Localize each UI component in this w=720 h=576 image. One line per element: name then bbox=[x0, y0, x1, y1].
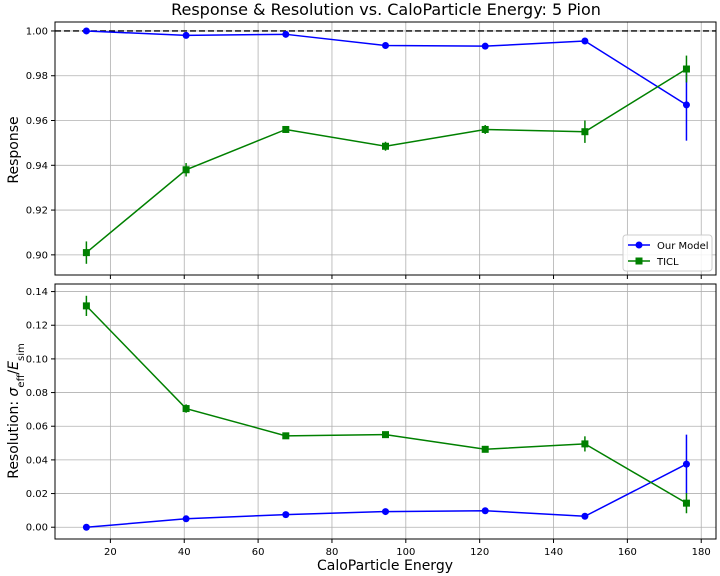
data-point-our-model bbox=[82, 523, 90, 531]
data-point-our-model bbox=[282, 30, 290, 38]
data-point-our-model bbox=[682, 460, 690, 468]
data-point-our-model bbox=[581, 37, 589, 45]
response-frame bbox=[54, 21, 717, 276]
response-panel: 0.90 0.92 0.94 0.96 0.98 1.00 Response Our Mo… bbox=[6, 21, 717, 279]
y-tick-label: 0.96 bbox=[26, 116, 48, 127]
data-point-ticl bbox=[481, 445, 489, 453]
response-ylabel: Response bbox=[6, 116, 22, 183]
y-tick-label: 0.02 bbox=[26, 489, 48, 500]
resolution-grid bbox=[55, 284, 716, 539]
data-point-ticl bbox=[382, 431, 389, 439]
resolution-ylabel-e: E bbox=[6, 361, 22, 370]
y-tick-label: 0.12 bbox=[26, 321, 48, 332]
data-point-ticl bbox=[382, 142, 389, 150]
series-line-our-model bbox=[86, 463, 687, 528]
resolution-ylabel-prefix: Resolution: bbox=[6, 396, 22, 478]
data-point-our-model bbox=[182, 31, 190, 39]
data-point-ticl bbox=[182, 166, 190, 174]
resolution-ylabel-sigma: σ bbox=[6, 386, 22, 396]
resolution-ylabel-slash: / bbox=[6, 370, 22, 375]
data-point-our-model bbox=[682, 101, 690, 109]
resolution-ticks: 20 40 60 80 100 120 140 160 180 0.00 0.02 0.04 0.06 0… bbox=[26, 287, 711, 558]
x-tick-label: 140 bbox=[544, 547, 563, 558]
legend-marker-our-model bbox=[635, 241, 643, 249]
chart-title: Response & Resolution vs. CaloParticle E… bbox=[171, 0, 601, 19]
data-point-ticl bbox=[182, 405, 190, 413]
x-tick-label: 80 bbox=[326, 547, 339, 558]
y-tick-label: 0.00 bbox=[26, 523, 48, 534]
data-point-ticl bbox=[282, 125, 290, 133]
resolution-xlabel: CaloParticle Energy bbox=[317, 558, 453, 574]
x-tick-label: 120 bbox=[470, 547, 489, 558]
legend: Our Model TICL bbox=[622, 234, 713, 272]
resolution-ylabel-sub-sim: sim bbox=[16, 343, 27, 361]
y-tick-label: 0.90 bbox=[26, 250, 48, 261]
x-tick-label: 180 bbox=[692, 547, 711, 558]
y-tick-label: 0.14 bbox=[26, 287, 48, 298]
data-point-ticl bbox=[682, 499, 690, 507]
resolution-panel: 20 40 60 80 100 120 140 160 180 0.00 0.02 0.04 0.06 0… bbox=[6, 283, 717, 574]
legend-marker-ticl bbox=[635, 257, 643, 265]
y-tick-label: 0.98 bbox=[26, 71, 48, 82]
data-point-our-model bbox=[481, 507, 489, 515]
response-ticks: 0.90 0.92 0.94 0.96 0.98 1.00 bbox=[26, 26, 702, 279]
series-line-ticl bbox=[85, 68, 687, 254]
x-tick-label: 20 bbox=[104, 547, 117, 558]
resolution-ylabel: Resolution: σeff/Esim bbox=[6, 343, 27, 479]
resolution-frame bbox=[54, 283, 717, 540]
y-tick-label: 0.04 bbox=[26, 455, 48, 466]
data-point-ticl bbox=[481, 125, 489, 133]
series-line-ticl bbox=[85, 305, 687, 504]
data-point-our-model bbox=[282, 511, 290, 519]
data-point-our-model bbox=[581, 512, 589, 520]
resolution-ylabel-sub-eff: eff bbox=[16, 373, 27, 387]
x-tick-label: 100 bbox=[396, 547, 415, 558]
legend-label-ticl: TICL bbox=[656, 257, 679, 268]
series-line-our-model bbox=[86, 30, 687, 106]
legend-box bbox=[622, 234, 713, 272]
x-tick-label: 60 bbox=[252, 547, 265, 558]
data-point-ticl bbox=[282, 432, 290, 440]
y-tick-label: 0.94 bbox=[26, 161, 48, 172]
data-point-ticl bbox=[682, 65, 690, 73]
x-tick-label: 160 bbox=[618, 547, 637, 558]
y-tick-label: 0.08 bbox=[26, 388, 48, 399]
data-point-ticl bbox=[581, 440, 589, 448]
response-series bbox=[82, 27, 690, 264]
data-point-our-model bbox=[382, 508, 389, 516]
data-point-our-model bbox=[82, 27, 90, 35]
legend-label-our-model: Our Model bbox=[657, 241, 709, 252]
data-point-our-model bbox=[481, 42, 489, 50]
y-tick-label: 0.92 bbox=[26, 206, 48, 217]
data-point-ticl bbox=[82, 302, 90, 310]
data-point-our-model bbox=[182, 515, 190, 523]
y-tick-label: 1.00 bbox=[26, 26, 48, 37]
x-tick-label: 40 bbox=[178, 547, 191, 558]
data-point-ticl bbox=[82, 249, 90, 257]
response-grid bbox=[55, 22, 716, 275]
data-point-ticl bbox=[581, 128, 589, 136]
resolution-series bbox=[82, 295, 690, 531]
y-tick-label: 0.10 bbox=[26, 354, 48, 365]
y-tick-label: 0.06 bbox=[26, 422, 48, 433]
data-point-our-model bbox=[382, 42, 389, 50]
